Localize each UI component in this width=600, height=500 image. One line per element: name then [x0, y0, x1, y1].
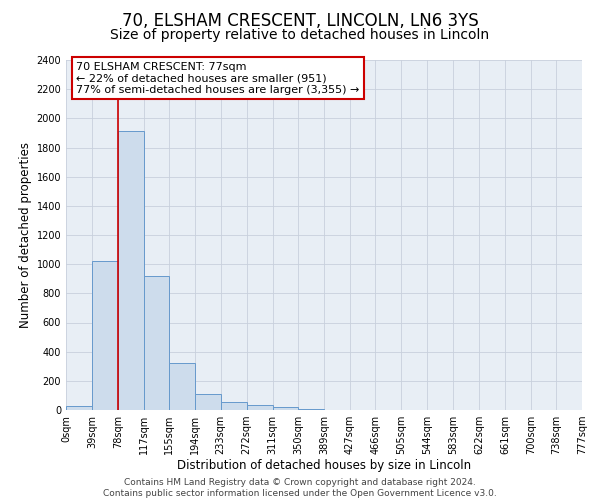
- Bar: [195, 394, 221, 410]
- Text: Size of property relative to detached houses in Lincoln: Size of property relative to detached ho…: [110, 28, 490, 42]
- Bar: [143, 276, 169, 410]
- Bar: [118, 132, 143, 410]
- Bar: [272, 407, 298, 410]
- Bar: [169, 364, 195, 410]
- Bar: [221, 402, 247, 410]
- Y-axis label: Number of detached properties: Number of detached properties: [19, 142, 32, 328]
- Bar: [247, 405, 272, 410]
- Text: Contains HM Land Registry data © Crown copyright and database right 2024.
Contai: Contains HM Land Registry data © Crown c…: [103, 478, 497, 498]
- X-axis label: Distribution of detached houses by size in Lincoln: Distribution of detached houses by size …: [177, 458, 471, 471]
- Text: 70, ELSHAM CRESCENT, LINCOLN, LN6 3YS: 70, ELSHAM CRESCENT, LINCOLN, LN6 3YS: [122, 12, 478, 30]
- Text: 70 ELSHAM CRESCENT: 77sqm
← 22% of detached houses are smaller (951)
77% of semi: 70 ELSHAM CRESCENT: 77sqm ← 22% of detac…: [76, 62, 359, 95]
- Bar: [92, 261, 118, 410]
- Bar: [66, 406, 92, 410]
